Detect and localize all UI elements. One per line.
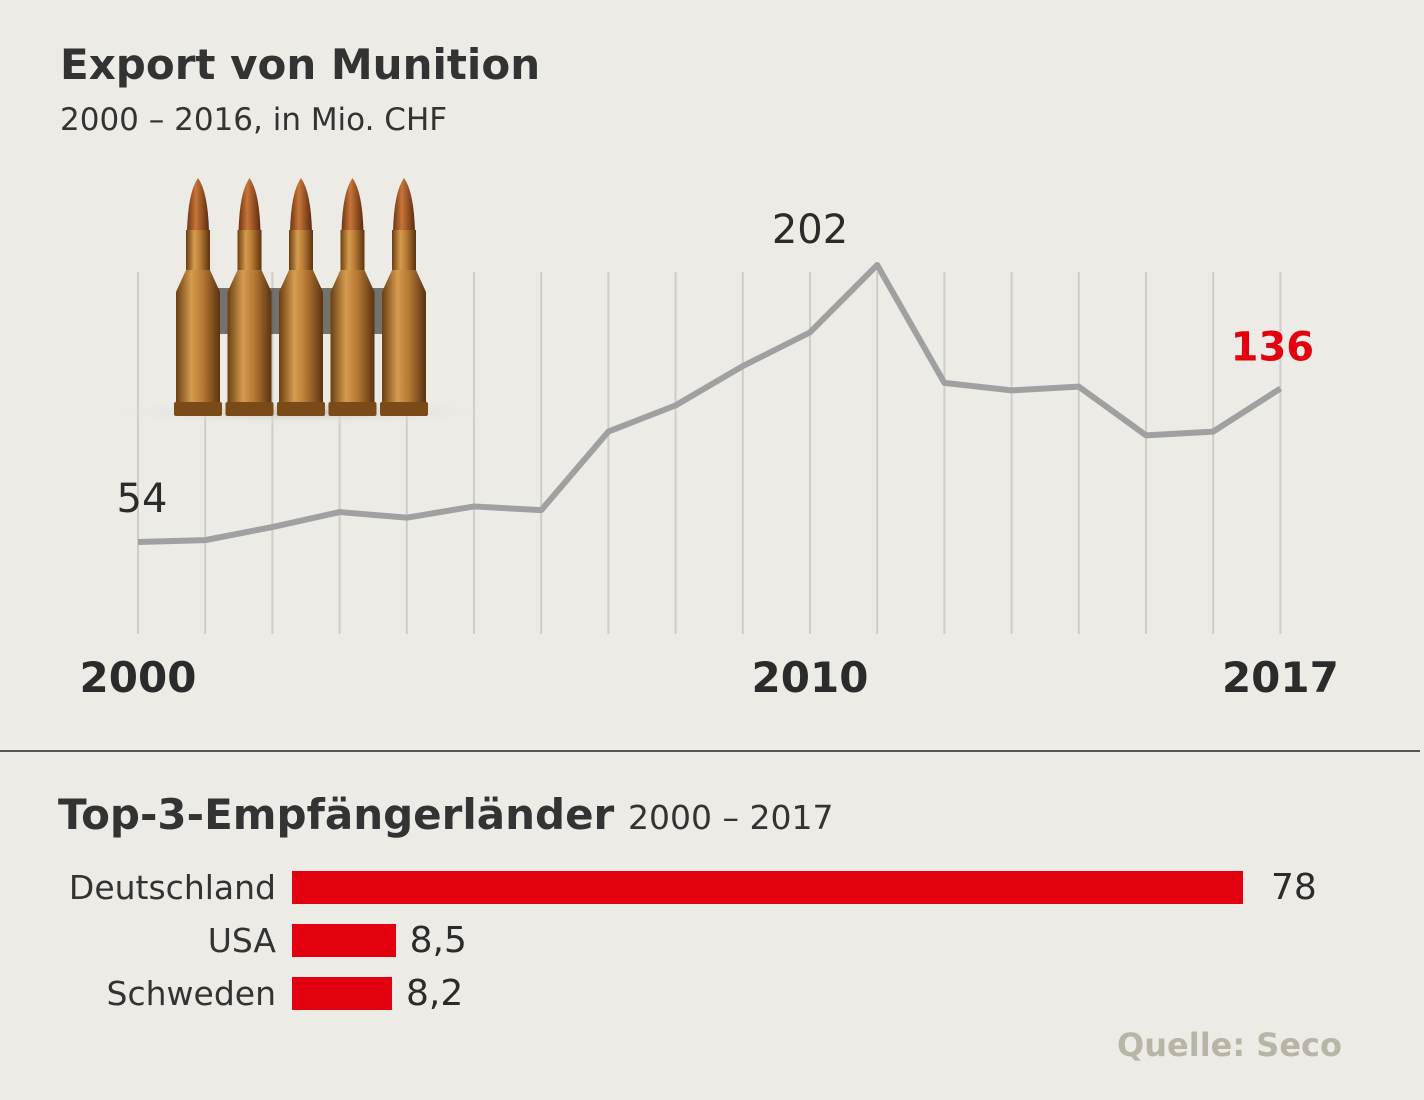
cartridge xyxy=(277,178,325,416)
cartridge xyxy=(328,178,377,416)
line-chart: 54 202 136 2000 2010 2017 xyxy=(80,178,1339,702)
source-note: Quelle: Seco xyxy=(1117,1026,1342,1064)
bar-chart-subtitle: 2000 – 2017 xyxy=(628,798,834,837)
x-tick-label: 2010 xyxy=(752,653,869,702)
bar-chart-title: Top-3-Empfängerländer xyxy=(58,790,615,839)
data-labels: 54 202 136 2000 2010 2017 xyxy=(80,207,1339,702)
bar-label: Deutschland xyxy=(68,868,276,907)
bar-value-label: 8,2 xyxy=(405,973,464,1014)
x-tick-label: 2017 xyxy=(1222,653,1339,702)
ammunition-cartridges-icon xyxy=(100,178,500,426)
line-series xyxy=(137,262,1283,545)
bar-value-label: 78 xyxy=(1271,867,1317,908)
cartridge xyxy=(225,178,274,416)
cartridge xyxy=(380,178,428,416)
data-label: 202 xyxy=(772,207,848,253)
data-label: 136 xyxy=(1231,325,1315,371)
bar xyxy=(292,977,392,1010)
bar-label: USA xyxy=(207,921,276,960)
section-divider xyxy=(0,750,1420,752)
chart-title: Export von Munition xyxy=(60,40,541,89)
chart-subtitle: 2000 – 2016, in Mio. CHF xyxy=(60,102,448,138)
series-line xyxy=(137,262,1283,545)
data-label: 54 xyxy=(117,476,168,522)
bar xyxy=(292,924,396,957)
bar xyxy=(292,871,1243,904)
x-tick-label: 2000 xyxy=(80,653,197,702)
bar-value-label: 8,5 xyxy=(409,920,467,961)
bar-label: Schweden xyxy=(106,974,276,1013)
cartridge xyxy=(174,178,222,416)
